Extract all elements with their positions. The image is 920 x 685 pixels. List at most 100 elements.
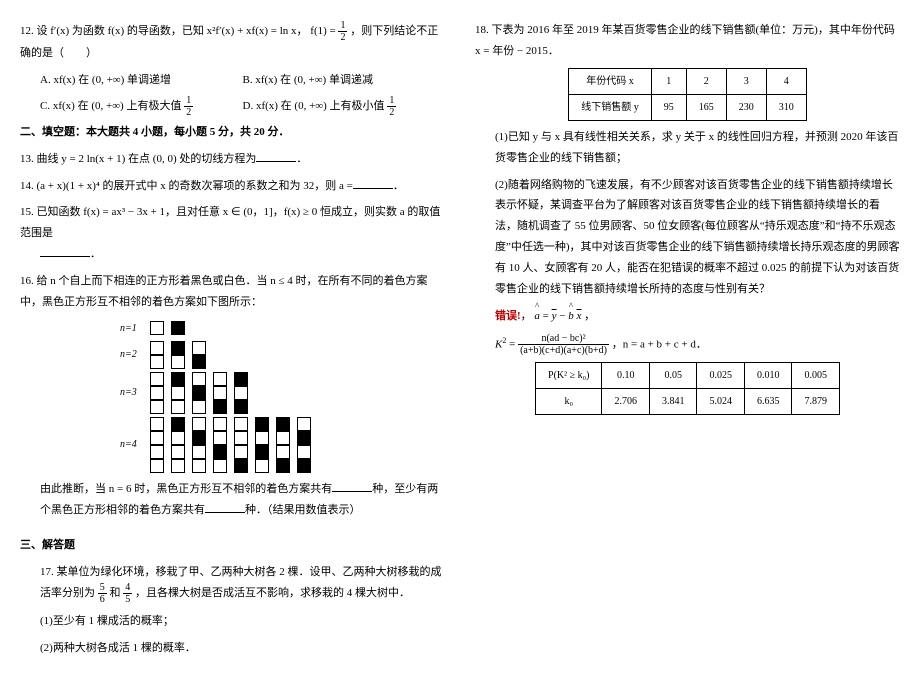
black-cell: [213, 400, 227, 414]
grid-column: [276, 417, 289, 473]
white-cell: [150, 417, 164, 431]
blank: [256, 149, 296, 162]
black-cell: [171, 417, 185, 431]
white-cell: [234, 431, 248, 445]
b-hat: b: [568, 306, 574, 327]
q15: 15. 已知函数 f(x) = ax³ − 3x + 1，且对任意 x ∈ (0…: [20, 202, 445, 265]
q12-B: B. xf(x) 在 (0, +∞) 单调递减: [243, 70, 446, 91]
grid-column: [171, 417, 184, 473]
white-cell: [255, 431, 269, 445]
grid-column: [171, 341, 184, 369]
blank: [40, 244, 90, 257]
white-cell: [171, 459, 185, 473]
table-row: k₀ 2.706 3.841 5.024 6.635 7.879: [536, 389, 840, 415]
white-cell: [150, 372, 164, 386]
white-cell: [213, 431, 227, 445]
black-cell: [213, 445, 227, 459]
table-row: P(K² ≥ k₀) 0.10 0.05 0.025 0.010 0.005: [536, 363, 840, 389]
white-cell: [171, 445, 185, 459]
frac-45: 45: [123, 582, 132, 605]
grid-column: [150, 372, 163, 414]
grid-row-label: n=2: [120, 345, 150, 364]
white-cell: [192, 341, 206, 355]
grid-column: [171, 372, 184, 414]
white-cell: [171, 355, 185, 369]
white-cell: [192, 459, 206, 473]
blank: [353, 176, 393, 189]
k2-formula: K2 = n(ad − bc)² (a+b)(c+d)(a+c)(b+d) ，n…: [495, 333, 900, 357]
black-cell: [192, 355, 206, 369]
white-cell: [297, 417, 311, 431]
grid-column: [234, 372, 247, 414]
black-cell: [297, 459, 311, 473]
section-3-title: 三、解答题: [20, 535, 445, 556]
black-cell: [171, 321, 185, 335]
table-k2: P(K² ≥ k₀) 0.10 0.05 0.025 0.010 0.005 k…: [535, 362, 840, 415]
black-cell: [276, 417, 290, 431]
q17-1: (1)至少有 1 棵成活的概率；: [40, 611, 445, 632]
q16-stem: 16. 给 n 个自上而下相连的正方形着黑色或白色．当 n ≤ 4 时，在所有不…: [20, 271, 445, 313]
white-cell: [150, 321, 164, 335]
grid-row-label: n=1: [120, 319, 150, 338]
white-cell: [150, 459, 164, 473]
white-cell: [234, 445, 248, 459]
grid-column: [213, 372, 226, 414]
q12-stem: 12. 设 f′(x) 为函数 f(x) 的导函数，已知 x²f′(x) + x…: [20, 25, 338, 37]
table-row: 年份代码 x 1 2 3 4: [569, 68, 807, 94]
white-cell: [213, 386, 227, 400]
grid-column: [150, 321, 163, 335]
frac-56: 56: [98, 582, 107, 605]
white-cell: [150, 445, 164, 459]
black-cell: [276, 459, 290, 473]
table-year-sales: 年份代码 x 1 2 3 4 线下销售额 y 95 165 230 310: [568, 68, 807, 121]
white-cell: [171, 386, 185, 400]
q12-options: A. xf(x) 在 (0, +∞) 单调递增 B. xf(x) 在 (0, +…: [40, 70, 445, 122]
q12: 12. 设 f′(x) 为函数 f(x) 的导函数，已知 x²f′(x) + x…: [20, 20, 445, 64]
q17: 17. 某单位为绿化环境，移栽了甲、乙两种大树各 2 棵．设甲、乙两种大树移栽的…: [40, 562, 445, 606]
grid-row: n=4: [120, 417, 445, 473]
grid-column: [192, 417, 205, 473]
grid-column: [150, 341, 163, 369]
black-cell: [171, 372, 185, 386]
white-cell: [150, 400, 164, 414]
q16-conclusion: 由此推断，当 n = 6 时，黑色正方形互不相邻的着色方案共有种，至少有两个黑色…: [40, 479, 445, 521]
q18-2: (2)随着网络购物的飞速发展，有不少顾客对该百货零售企业的线下销售额持续增长表示…: [495, 175, 900, 300]
white-cell: [276, 431, 290, 445]
grid-column: [171, 321, 184, 335]
q13: 13. 曲线 y = 2 ln(x + 1) 在点 (0, 0) 处的切线方程为…: [20, 149, 445, 170]
grid-row: n=2: [120, 341, 445, 369]
white-cell: [276, 445, 290, 459]
black-cell: [297, 431, 311, 445]
coloring-figure: n=1 n=2 n=3 n=4: [120, 319, 445, 473]
white-cell: [192, 372, 206, 386]
white-cell: [234, 417, 248, 431]
grid-row-label: n=4: [120, 435, 150, 454]
blank: [332, 479, 372, 492]
white-cell: [255, 459, 269, 473]
white-cell: [150, 355, 164, 369]
white-cell: [150, 341, 164, 355]
white-cell: [192, 400, 206, 414]
grid-row-label: n=3: [120, 383, 150, 402]
grid-column: [255, 417, 268, 473]
white-cell: [297, 445, 311, 459]
q18-1: (1)已知 y 与 x 具有线性相关关系，求 y 关于 x 的线性回归方程，并预…: [495, 127, 900, 169]
white-cell: [150, 386, 164, 400]
q14: 14. (a + x)(1 + x)⁴ 的展开式中 x 的奇数次幂项的系数之和为…: [20, 176, 445, 197]
white-cell: [234, 386, 248, 400]
grid-column: [150, 417, 163, 473]
white-cell: [171, 431, 185, 445]
black-cell: [255, 417, 269, 431]
black-cell: [234, 400, 248, 414]
black-cell: [171, 341, 185, 355]
white-cell: [192, 417, 206, 431]
white-cell: [192, 445, 206, 459]
q12-D: D. xf(x) 在 (0, +∞) 上有极小值 12: [243, 95, 446, 118]
table-row: 线下销售额 y 95 165 230 310: [569, 94, 807, 120]
a-hat: a: [534, 306, 540, 327]
grid-row: n=3: [120, 372, 445, 414]
frac-half: 12: [338, 20, 347, 43]
q12-C: C. xf(x) 在 (0, +∞) 上有极大值 12: [40, 95, 243, 118]
blank: [205, 500, 245, 513]
q18-stem: 18. 下表为 2016 年至 2019 年某百货零售企业的线下销售额(单位：万…: [475, 20, 900, 62]
